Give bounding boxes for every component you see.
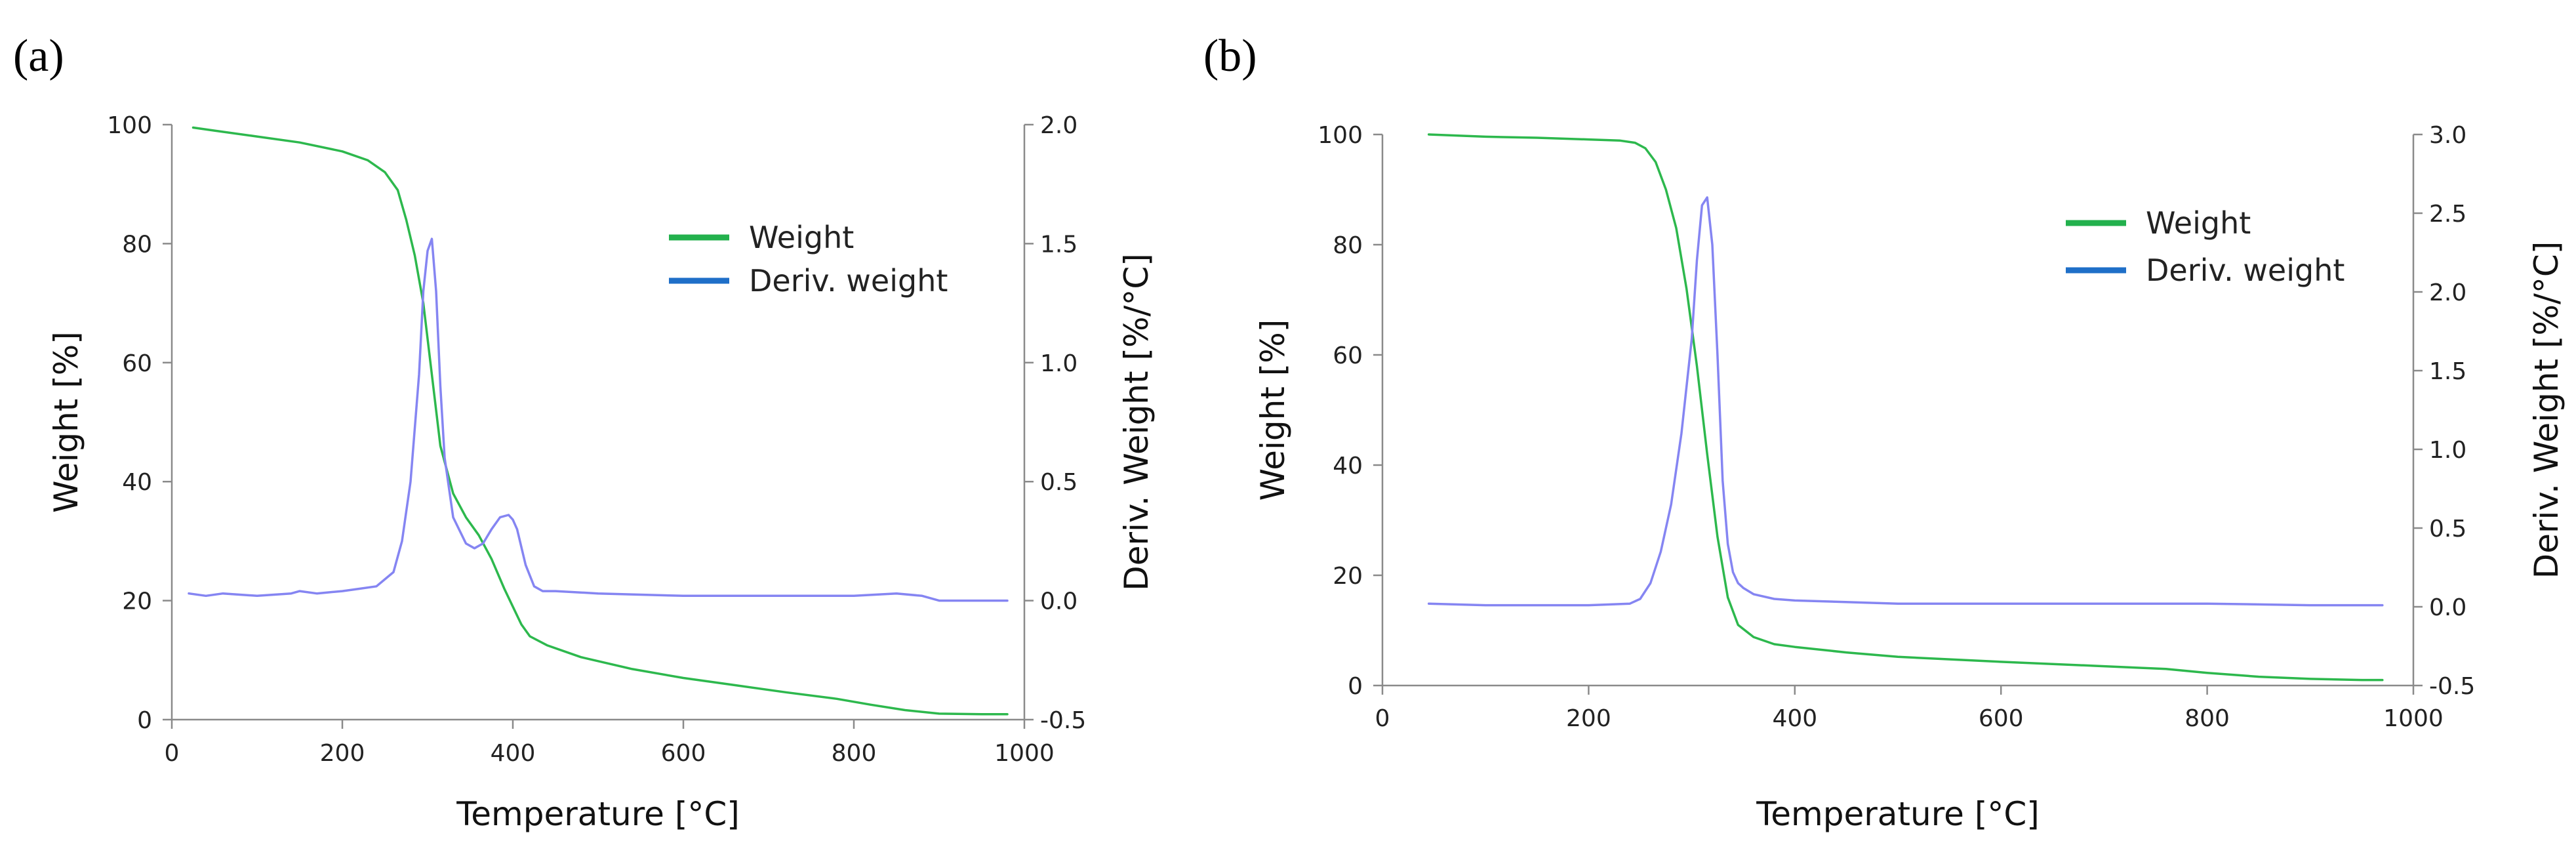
panel-label: (a)	[13, 31, 64, 81]
legend-label: Weight	[749, 220, 854, 255]
y-tick-label: 60	[122, 350, 152, 377]
x-tick-label: 200	[1566, 705, 1611, 732]
y2-tick-label: 2.0	[2429, 279, 2466, 306]
y2-tick-label: 3.0	[2429, 122, 2466, 149]
y-tick-label: 60	[1333, 342, 1363, 369]
y-tick-label: 40	[122, 469, 152, 496]
y-tick-label: 80	[122, 231, 152, 258]
legend-label: Deriv. weight	[2146, 253, 2345, 288]
series-line-weight	[191, 126, 1009, 716]
y2-tick-label: 1.0	[2429, 437, 2466, 464]
x-tick-label: 400	[491, 740, 536, 767]
chart-panel-a: (a) 0 200 400 600 800 1000 0 20 40 60 80 100 -0.5 0.0 0…	[13, 31, 1156, 833]
x-tick-label: 600	[661, 740, 706, 767]
y-tick-label: 0	[1348, 673, 1363, 700]
y2-tick-label: 2.0	[1040, 112, 1077, 139]
x-axis-title: Temperature [°C]	[1756, 795, 2040, 833]
x-tick-label: 0	[1375, 705, 1390, 732]
y2-tick-label: 1.0	[1040, 350, 1077, 377]
y-axis-title: Weight [%]	[1254, 319, 1292, 501]
y-tick-label: 20	[122, 588, 152, 615]
x-tick-label: 200	[320, 740, 365, 767]
x-axis-title: Temperature [°C]	[456, 795, 740, 833]
legend-label: Deriv. weight	[749, 263, 948, 298]
y-tick-label: 100	[1318, 122, 1363, 149]
series-line-deriv-weight	[188, 237, 1009, 602]
x-tick-label: 1000	[994, 740, 1055, 767]
y-tick-label: 100	[107, 112, 152, 139]
panel-label: (b)	[1203, 31, 1257, 81]
y2-tick-label: 0.5	[2429, 516, 2466, 543]
x-tick-label: 0	[165, 740, 180, 767]
y-tick-label: 20	[1333, 563, 1363, 590]
y2-tick-label: 2.5	[2429, 201, 2466, 228]
legend-label: Weight	[2146, 205, 2251, 241]
series-line-deriv-weight	[1427, 196, 2384, 607]
y2-tick-label: 0.0	[1040, 588, 1077, 615]
series-line-weight	[1427, 133, 2384, 682]
x-tick-label: 800	[832, 740, 877, 767]
y-tick-label: 0	[137, 707, 152, 734]
x-tick-label: 400	[1772, 705, 1817, 732]
y-tick-label: 40	[1333, 453, 1363, 480]
y-tick-label: 80	[1333, 232, 1363, 259]
y2-axis-title: Deriv. Weight [%/°C]	[2527, 241, 2566, 579]
y2-tick-label: 0.0	[2429, 594, 2466, 621]
y2-tick-label: 0.5	[1040, 469, 1077, 496]
y2-tick-label: 1.5	[2429, 358, 2466, 385]
x-tick-label: 600	[1979, 705, 2024, 732]
y2-tick-label: -0.5	[2429, 673, 2475, 700]
y-axis-title: Weight [%]	[47, 331, 85, 513]
chart-panel-b: (b) 0 200 400 600 800 1000 0 20 40 60 80 100 -0.5 0.0 0…	[1203, 31, 2566, 833]
x-tick-label: 800	[2184, 705, 2230, 732]
y2-tick-label: -0.5	[1040, 707, 1086, 734]
x-tick-label: 1000	[2383, 705, 2444, 732]
y2-axis-title: Deriv. Weight [%/°C]	[1117, 253, 1156, 591]
y2-tick-label: 1.5	[1040, 231, 1077, 258]
